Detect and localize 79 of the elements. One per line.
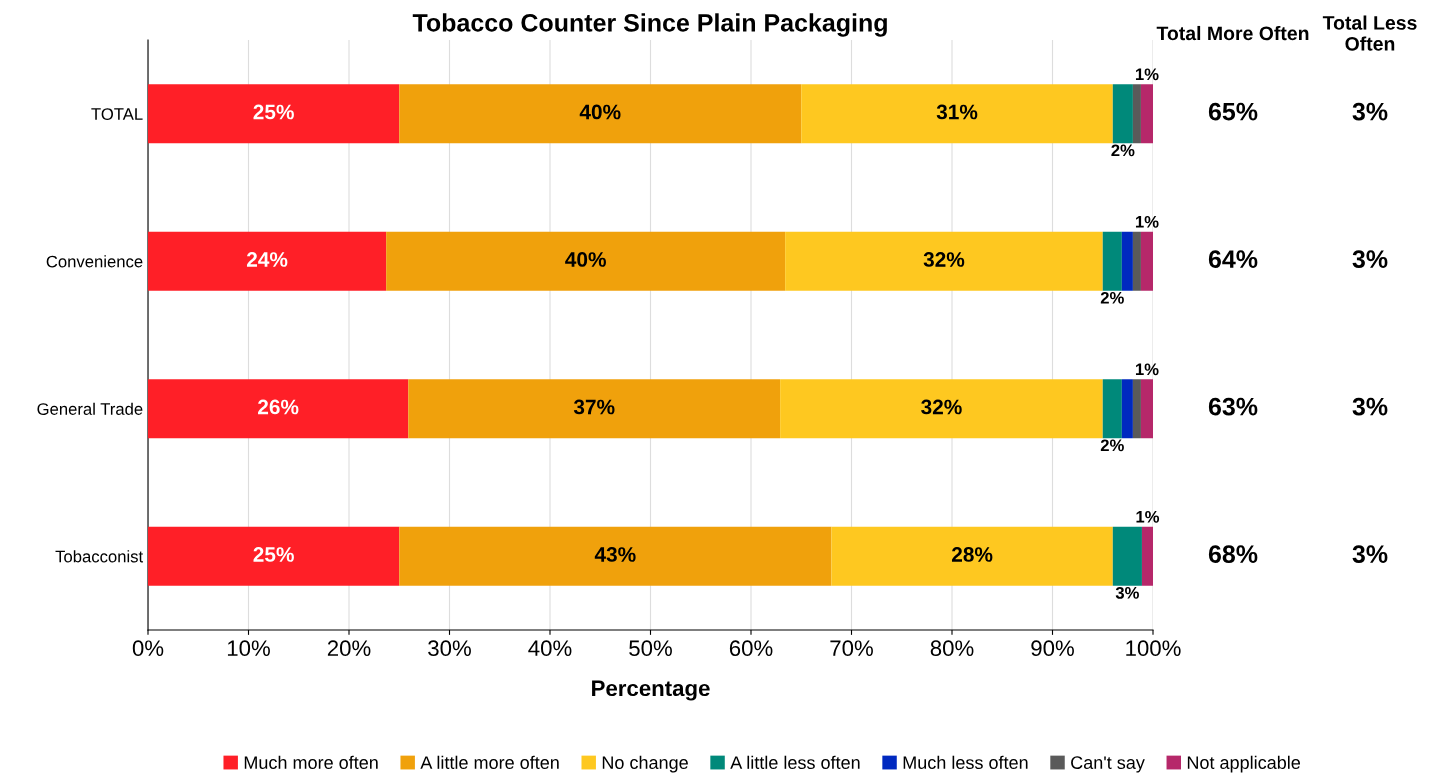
bar xyxy=(1112,526,1142,586)
x-tick-label: 100% xyxy=(1126,640,1181,657)
x-tick-label: 50% xyxy=(629,640,672,657)
text: 63% xyxy=(1208,397,1258,416)
text: 3% xyxy=(1352,250,1388,268)
legend-label: A little more often xyxy=(420,755,559,769)
data-label: 32% xyxy=(923,252,965,267)
bar xyxy=(1140,84,1153,144)
legend-label: Can't say xyxy=(1071,756,1145,773)
data-label: 1% xyxy=(1135,215,1159,228)
data-label: 40% xyxy=(579,104,621,120)
data-label: 3% xyxy=(1115,586,1139,599)
x-axis-title: Percentage xyxy=(592,680,710,701)
data-label: 37% xyxy=(573,399,615,415)
x-tick-label: 20% xyxy=(327,640,371,657)
chart-title: Tobacco Counter Since Plain Packaging xyxy=(412,13,887,37)
legend-label: Much less often xyxy=(903,755,1028,769)
data-label: 32% xyxy=(921,399,962,415)
data-label: 2% xyxy=(1100,291,1124,304)
text: 68% xyxy=(1208,545,1258,563)
bar xyxy=(148,84,400,144)
text: 3% xyxy=(1352,102,1388,121)
bar xyxy=(1121,231,1133,291)
x-tick-label: 60% xyxy=(729,640,773,657)
text: Total Less Often xyxy=(1322,15,1417,51)
legend-label: No change xyxy=(602,755,688,773)
text: 3% xyxy=(1352,397,1388,416)
bar xyxy=(1132,84,1141,144)
bar xyxy=(831,526,1113,586)
bar xyxy=(780,379,1103,439)
bar xyxy=(1121,379,1133,439)
bar xyxy=(386,231,786,291)
data-label: 1% xyxy=(1135,68,1159,81)
text: 3% xyxy=(1352,545,1388,563)
data-label: 26% xyxy=(258,399,299,415)
bar xyxy=(785,231,1103,291)
y-tick-label: Tobacconist xyxy=(55,550,144,563)
legend-label: Much more often xyxy=(244,755,378,769)
data-label: 25% xyxy=(253,104,294,120)
text: Total More Often xyxy=(1156,25,1309,41)
x-tick-label: 70% xyxy=(830,640,873,657)
bar xyxy=(408,379,781,439)
bar xyxy=(1141,526,1153,586)
data-label: 43% xyxy=(594,547,636,562)
bar xyxy=(1102,379,1122,439)
bar xyxy=(148,379,409,439)
data-label: 1% xyxy=(1135,363,1159,376)
data-label: 1% xyxy=(1136,510,1160,523)
bar xyxy=(1112,84,1133,144)
bar xyxy=(1102,231,1122,291)
legend-label: Not applicable xyxy=(1187,755,1301,773)
y-tick-label: TOTAL xyxy=(91,108,143,120)
data-label: 31% xyxy=(936,104,978,120)
bar xyxy=(148,526,400,586)
text: 65% xyxy=(1208,102,1258,121)
bar xyxy=(399,84,802,144)
x-tick-label: 40% xyxy=(528,640,572,657)
bar xyxy=(1140,379,1153,439)
x-tick-label: 10% xyxy=(227,640,270,657)
bar xyxy=(801,84,1113,144)
bar xyxy=(1132,379,1141,439)
y-tick-label: General Trade xyxy=(37,402,143,415)
x-tick-label: 30% xyxy=(428,640,471,657)
data-label: 2% xyxy=(1100,439,1124,452)
legend-label: A little less often xyxy=(730,755,860,769)
data-label: 2% xyxy=(1111,144,1135,157)
text: 64% xyxy=(1208,250,1258,268)
bar xyxy=(399,526,832,586)
y-tick-label: Convenience xyxy=(46,255,143,268)
data-label: 24% xyxy=(246,252,288,267)
x-tick-label: 90% xyxy=(1031,640,1074,657)
data-label: 40% xyxy=(565,252,606,267)
x-tick-label: 0% xyxy=(132,640,164,657)
bar xyxy=(1140,231,1153,291)
x-tick-label: 80% xyxy=(930,640,974,657)
data-label: 25% xyxy=(253,547,294,562)
bar xyxy=(1132,231,1141,291)
data-label: 28% xyxy=(951,547,993,562)
bar xyxy=(148,231,387,291)
